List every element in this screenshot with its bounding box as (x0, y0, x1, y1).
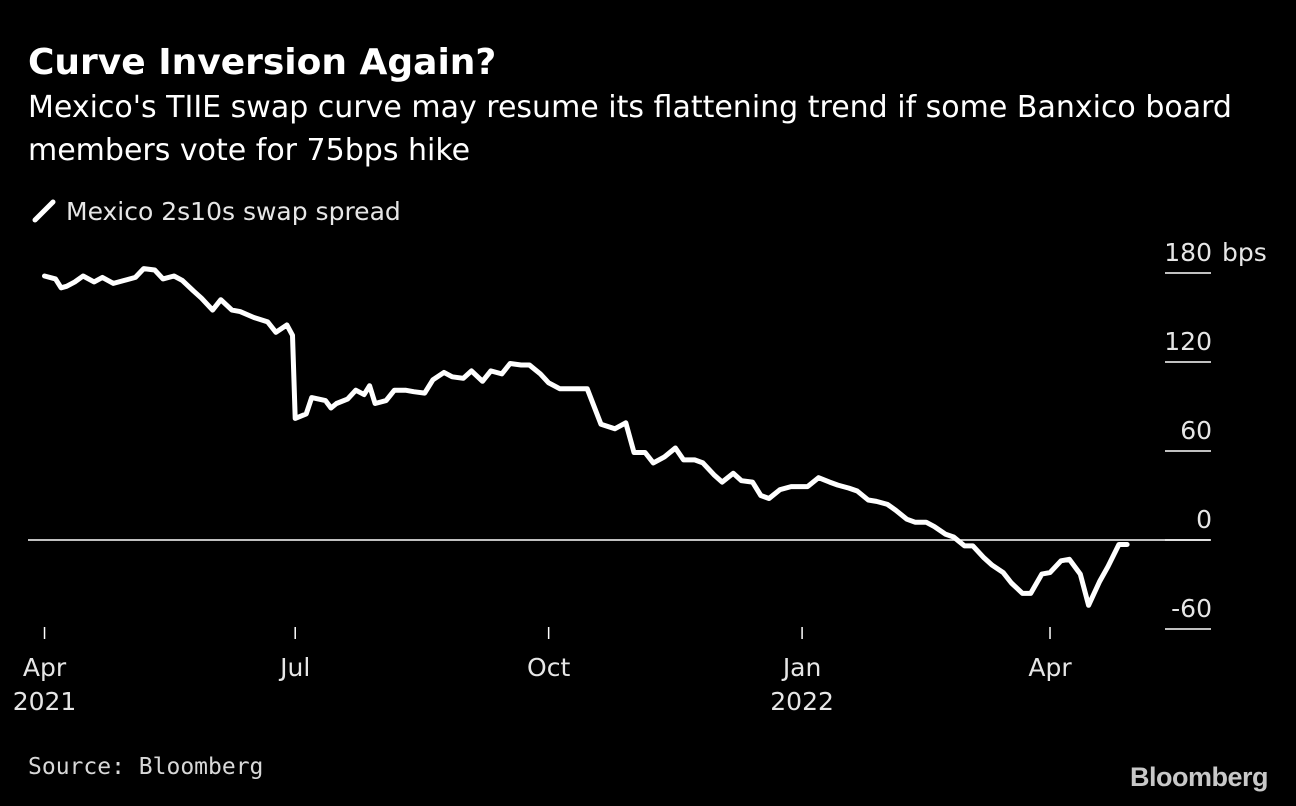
chart-title: Curve Inversion Again? (28, 42, 497, 83)
bloomberg-logo: Bloomberg (1129, 762, 1269, 792)
y-tick-label: 60 (1180, 416, 1212, 445)
x-axis: Apr 2021 Jul Oct Jan 2022 Apr (13, 627, 1072, 716)
x-tick-year-label: 2021 (13, 687, 77, 716)
legend: Mexico 2s10s swap spread (32, 194, 401, 228)
x-tick-label: Jan (781, 653, 822, 682)
x-tick-label: Oct (527, 653, 570, 682)
y-tick-label: 180 (1164, 238, 1212, 267)
x-tick-label: Apr (1028, 653, 1072, 682)
y-tick-label: -60 (1171, 594, 1212, 623)
legend-series-label: Mexico 2s10s swap spread (66, 196, 401, 226)
y-tick-label: 0 (1196, 505, 1212, 534)
x-tick-label: Jul (278, 653, 310, 682)
x-tick-label: Apr (23, 653, 67, 682)
chart-subtitle: Mexico's TIIE swap curve may resume its … (28, 90, 1232, 168)
x-tick-year-label: 2022 (770, 687, 834, 716)
y-axis: 180 bps 120 60 0 -60 (1164, 238, 1267, 630)
series-line-mexico-2s10s (42, 266, 1130, 608)
y-unit-label: bps (1222, 238, 1267, 267)
legend-line-swatch (32, 199, 56, 223)
y-tick-label: 120 (1164, 327, 1212, 356)
source-note: Source: Bloomberg (28, 754, 264, 780)
